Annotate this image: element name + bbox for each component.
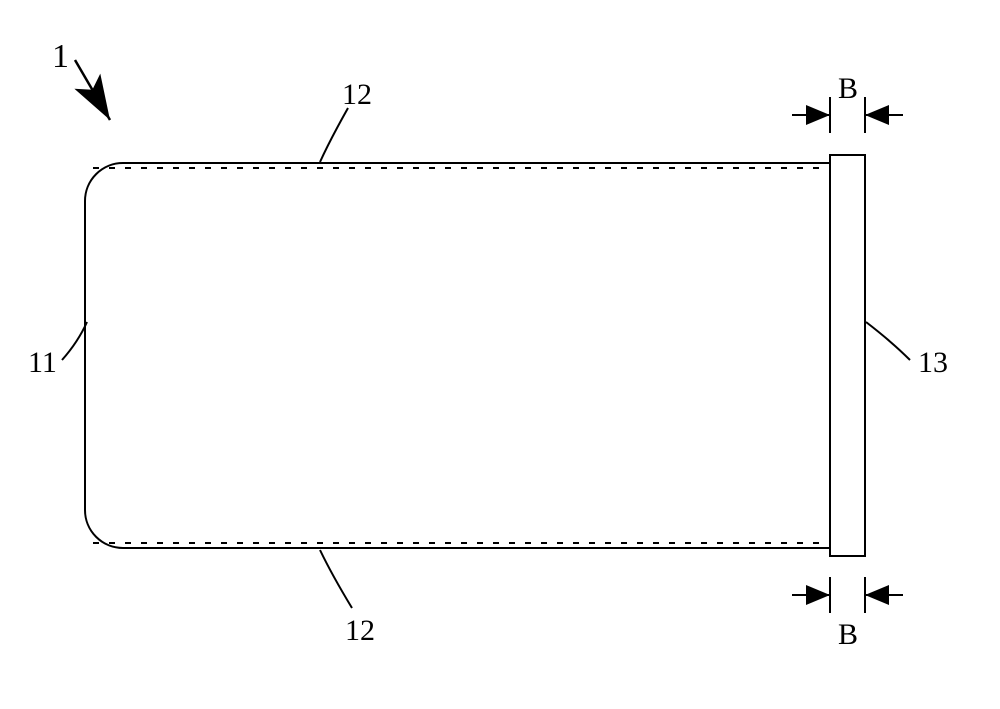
label-12-top: 12: [342, 78, 372, 112]
leader-12-bottom: [320, 550, 352, 608]
label-B-top: B: [838, 72, 858, 106]
leader-13: [866, 322, 910, 360]
leader-12-top: [320, 108, 348, 162]
label-12-bottom: 12: [345, 614, 375, 648]
diagram-canvas: 1 12 12 11 13 B B: [0, 0, 1000, 709]
label-13: 13: [918, 346, 948, 380]
diagram-svg: [0, 0, 1000, 709]
right-flange-outline: [830, 155, 865, 556]
label-11: 11: [28, 346, 57, 380]
leader-11: [62, 322, 87, 360]
figure-1-arrow: [75, 60, 110, 120]
label-B-bottom: B: [838, 618, 858, 652]
dimension-B-bottom: [792, 577, 903, 613]
main-body-outline: [85, 163, 830, 548]
label-1: 1: [52, 38, 69, 76]
